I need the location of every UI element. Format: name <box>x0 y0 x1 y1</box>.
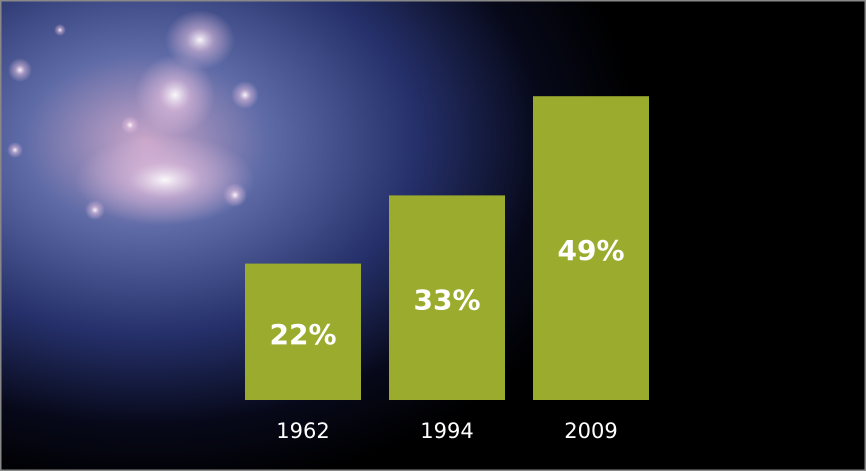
value-label: 22% <box>269 318 336 351</box>
x-tick-label: 1962 <box>276 419 329 443</box>
bar <box>245 263 361 400</box>
bar <box>533 96 649 400</box>
stars <box>7 10 259 225</box>
x-tick-label: 2009 <box>564 419 617 443</box>
value-label: 49% <box>557 234 624 267</box>
bar <box>389 195 505 400</box>
x-tick-label: 1994 <box>420 419 473 443</box>
value-label: 33% <box>413 284 480 317</box>
